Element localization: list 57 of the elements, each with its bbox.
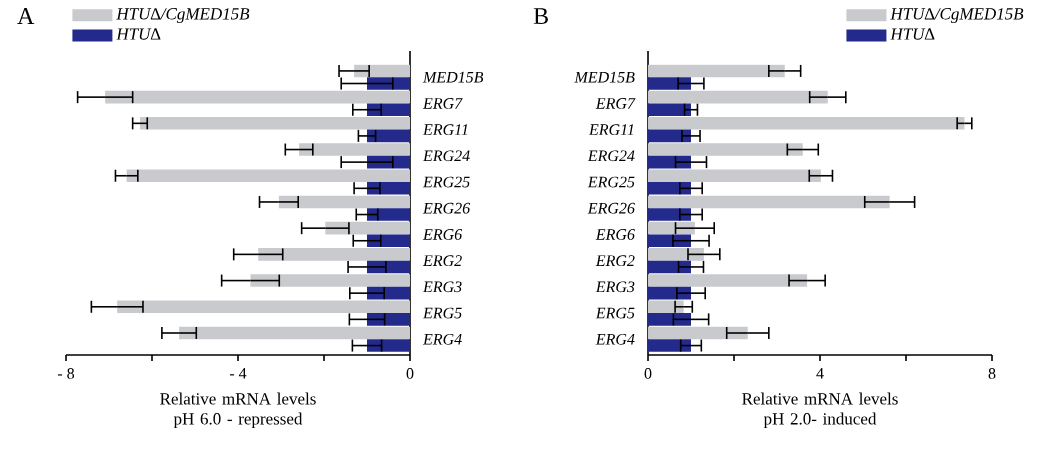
y-tick-label: ERG7	[422, 98, 463, 109]
legend-label: HTU∆/CgMED15B	[116, 8, 250, 23]
chart-title: B	[533, 8, 548, 24]
y-tick-label: ERG7	[595, 98, 636, 109]
bar	[648, 260, 691, 274]
bar	[648, 182, 691, 195]
bar	[648, 77, 691, 90]
x-axis-title: Relative mRNA levels pH 2.0- induced	[742, 392, 898, 428]
x-tick-label: 8	[988, 368, 996, 379]
y-tick-label: ERG2	[595, 255, 635, 267]
bar	[648, 313, 691, 326]
bar	[648, 248, 704, 261]
y-tick-label: ERG5	[422, 307, 462, 319]
bar	[648, 117, 965, 130]
y-tick-label: ERG4	[595, 333, 635, 345]
y-tick-label: MED15B	[422, 71, 484, 83]
y-tick-label: ERG2	[422, 255, 462, 267]
y-tick-label: ERG6	[595, 229, 635, 240]
x-tick-label: 0	[406, 368, 414, 379]
x-tick-label: 4	[816, 368, 824, 379]
bar	[648, 195, 890, 209]
bar	[648, 274, 808, 287]
x-tick-label: - 8	[57, 368, 75, 379]
legend-label: HTU∆	[116, 28, 161, 40]
y-tick-label: MED15B	[574, 71, 635, 83]
y-tick-label: ERG24	[587, 150, 635, 162]
bar	[648, 286, 691, 300]
bar	[648, 300, 684, 314]
y-tick-label: ERG3	[595, 281, 635, 293]
x-tick-label: - 4	[229, 368, 247, 379]
legend-label: HTU∆	[890, 28, 935, 40]
y-tick-label: ERG11	[588, 124, 634, 135]
y-tick-label: ERG11	[422, 124, 468, 135]
bar	[648, 339, 691, 352]
x-tick-label: 0	[644, 368, 652, 379]
bar	[648, 326, 748, 340]
y-tick-label: ERG6	[422, 229, 463, 240]
y-tick-label: ERG4	[422, 333, 462, 345]
y-tick-label: ERG24	[422, 150, 470, 162]
bar	[648, 64, 785, 78]
bar	[648, 143, 803, 156]
y-tick-label: ERG25	[587, 176, 635, 188]
bar	[648, 169, 821, 183]
x-axis-title: Relative mRNA levels pH 6.0 - repressed	[160, 392, 316, 428]
y-tick-label: ERG26	[587, 202, 635, 214]
y-tick-label: ERG25	[422, 176, 470, 188]
bar	[648, 90, 828, 104]
y-tick-label: ERG5	[595, 307, 635, 319]
chart-title: A	[17, 8, 35, 24]
bar	[648, 129, 691, 143]
y-tick-label: ERG26	[422, 202, 471, 214]
bar	[648, 221, 695, 235]
legend-label: HTU∆/CgMED15B	[890, 8, 1024, 23]
bar	[648, 155, 691, 169]
y-tick-label: ERG3	[422, 281, 462, 293]
bar	[648, 103, 691, 116]
bar	[648, 208, 691, 221]
